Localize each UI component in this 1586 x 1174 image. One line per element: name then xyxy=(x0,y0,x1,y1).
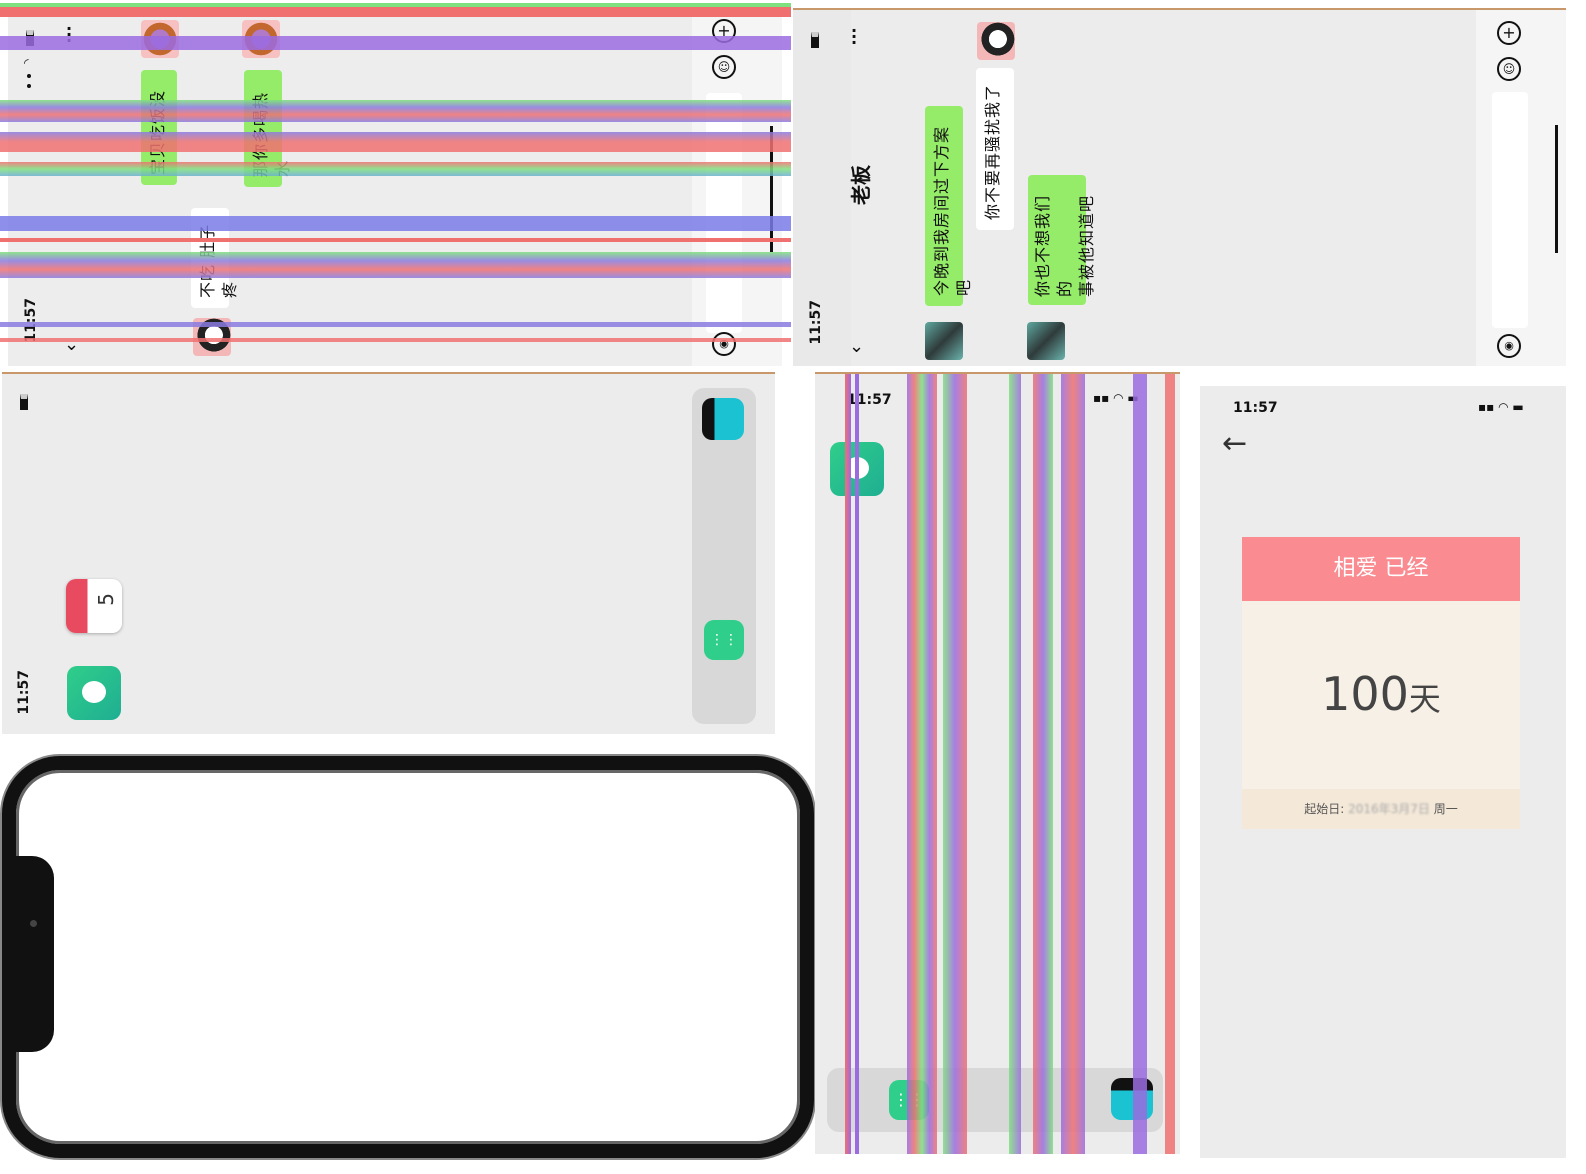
days-unit: 天 xyxy=(1408,680,1441,718)
home-screen-rotated: 11:57 5 ⋮⋮ xyxy=(2,372,775,734)
scrollbar[interactable] xyxy=(1555,125,1558,253)
start-weekday: 周一 xyxy=(1433,802,1458,816)
scrollbar[interactable] xyxy=(770,126,773,252)
chat-bubble: 你不要再骚扰我了 xyxy=(976,68,1014,230)
home-screen: 11:57 ▪▪ ◠ ▬ ⋮⋮ xyxy=(815,372,1180,1154)
plus-icon[interactable]: + xyxy=(1497,21,1521,45)
start-label: 起始日: xyxy=(1304,802,1345,816)
chat-bubble: 今晚到我房间过下方案吧 xyxy=(925,106,973,306)
more-icon[interactable]: ··· xyxy=(851,21,858,52)
dock xyxy=(827,1068,1163,1132)
calendar-app-icon[interactable]: 5 xyxy=(66,579,122,633)
chat-screen-2: + ☺ ◉ · · · 11:57 ⌄ 老板 今晚到我房间过下方案吧 你不要再骚扰我… xyxy=(793,8,1566,366)
chat-screen-1: + ☺ ◉ ◜ ··· 11:57 ⌄ 宝贝吃饭没 那你多喝热水 不吃 肚子疼 xyxy=(8,8,782,366)
status-time: 11:57 xyxy=(23,298,39,343)
status-time: 11:57 xyxy=(16,670,32,715)
avatar xyxy=(977,22,1015,60)
battery-icon xyxy=(811,32,819,48)
phone-app-icon[interactable]: ⋮⋮ xyxy=(704,620,744,660)
dock xyxy=(692,388,756,724)
voice-icon[interactable]: ◉ xyxy=(712,332,736,356)
wifi-icon: ◜ xyxy=(24,56,29,70)
chat-title: 老板 xyxy=(849,165,873,205)
love-card: 相爱 已经 100天 起始日: 2016年3月7日 周一 xyxy=(1242,537,1520,829)
days-count: 100天 xyxy=(1242,667,1520,721)
back-icon[interactable]: ⌄ xyxy=(849,336,865,357)
start-date: 2016年3月7日 xyxy=(1348,802,1430,816)
chat-bubble-line: 事被他知道吧 xyxy=(1077,194,1096,297)
messages-app-icon[interactable] xyxy=(67,666,121,720)
message-input[interactable] xyxy=(706,93,742,333)
chat-bubble-line: 你也不想我们的 xyxy=(1033,194,1074,297)
voice-icon[interactable]: ◉ xyxy=(1497,334,1521,358)
love-card-header: 相爱 已经 xyxy=(1242,537,1520,601)
battery-icon xyxy=(20,394,28,410)
signal-icon xyxy=(27,74,31,88)
chat-header xyxy=(793,10,851,366)
status-icons: ▪▪ ◠ ▬ xyxy=(1093,391,1139,405)
chat-bubble: 你也不想我们的 事被他知道吧 xyxy=(1028,175,1096,305)
phone-frame xyxy=(2,756,814,1158)
days-value: 100 xyxy=(1321,667,1409,721)
video-app-icon[interactable] xyxy=(702,398,744,440)
emoji-icon[interactable]: ☺ xyxy=(1497,57,1521,81)
emoji-icon[interactable]: ☺ xyxy=(712,55,736,79)
start-date-row: 起始日: 2016年3月7日 周一 xyxy=(1242,789,1520,829)
avatar xyxy=(1027,322,1065,360)
calendar-day: 5 xyxy=(94,593,118,606)
status-time: 11:57 xyxy=(1233,400,1278,416)
message-input[interactable] xyxy=(1492,92,1528,328)
camera-icon xyxy=(30,920,37,927)
phone-notch xyxy=(14,856,54,1052)
back-arrow-icon[interactable]: ← xyxy=(1222,426,1248,461)
status-time: 11:57 xyxy=(847,392,892,408)
status-icons: ▪▪ ◠ ▬ xyxy=(1478,400,1524,414)
love-counter-screen: 11:57 ▪▪ ◠ ▬ ← 相爱 已经 100天 起始日: 2016年3月7日… xyxy=(1200,386,1566,1158)
avatar xyxy=(925,322,963,360)
status-time: 11:57 xyxy=(808,300,824,345)
